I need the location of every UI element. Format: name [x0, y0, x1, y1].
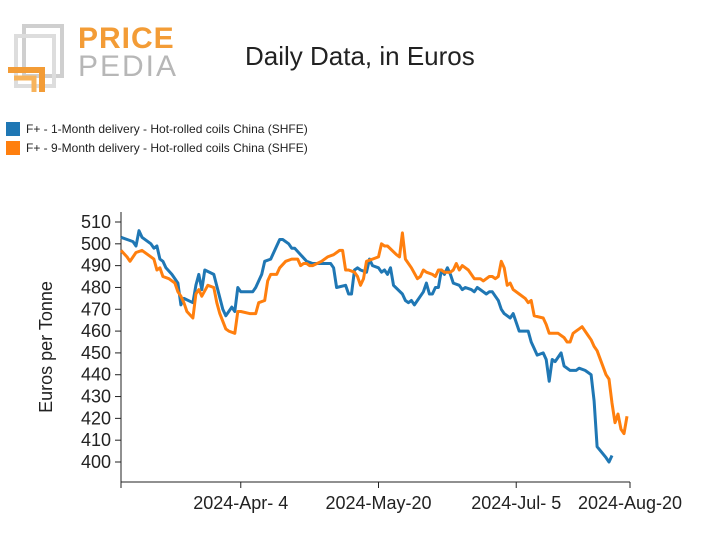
- y-tick-label: 500: [81, 234, 111, 254]
- y-tick-label: 490: [81, 256, 111, 276]
- logo-word-price: PRICE: [78, 22, 175, 55]
- pricepedia-logo: PRICE PEDIA: [4, 20, 176, 92]
- y-tick-label: 430: [81, 387, 111, 407]
- x-tick-label: 2024-Aug-20: [578, 493, 682, 513]
- y-tick-label: 410: [81, 430, 111, 450]
- x-tick-label: 2024-May-20: [325, 493, 431, 513]
- y-tick-label: 420: [81, 408, 111, 428]
- chart-legend: F+ - 1-Month delivery - Hot-rolled coils…: [6, 119, 308, 157]
- x-tick-label: 2024-Apr- 4: [193, 493, 288, 513]
- legend-item-1-month[interactable]: F+ - 1-Month delivery - Hot-rolled coils…: [6, 119, 308, 138]
- series-line-1-month: [120, 229, 614, 464]
- y-tick-label: 480: [81, 277, 111, 297]
- y-tick-label: 440: [81, 365, 111, 385]
- legend-swatch-1-month: [6, 121, 20, 136]
- legend-label-9-month: F+ - 9-Month delivery - Hot-rolled coils…: [26, 140, 308, 155]
- logo-mark-icon: [8, 24, 64, 92]
- legend-label-1-month: F+ - 1-Month delivery - Hot-rolled coils…: [26, 121, 308, 136]
- x-tick-label: 2024-Jul- 5: [471, 493, 561, 513]
- y-tick-label: 460: [81, 321, 111, 341]
- y-axis-label: Euros per Tonne: [36, 281, 56, 413]
- logo-word-pedia: PEDIA: [78, 50, 179, 83]
- y-tick-label: 470: [81, 299, 111, 319]
- y-tick-label: 450: [81, 343, 111, 363]
- chart-title: Daily Data, in Euros: [245, 41, 475, 71]
- legend-item-9-month[interactable]: F+ - 9-Month delivery - Hot-rolled coils…: [6, 138, 308, 157]
- y-tick-label: 400: [81, 452, 111, 472]
- series-line-9-month: [119, 231, 629, 436]
- legend-swatch-9-month: [6, 140, 20, 155]
- y-tick-label: 510: [81, 212, 111, 232]
